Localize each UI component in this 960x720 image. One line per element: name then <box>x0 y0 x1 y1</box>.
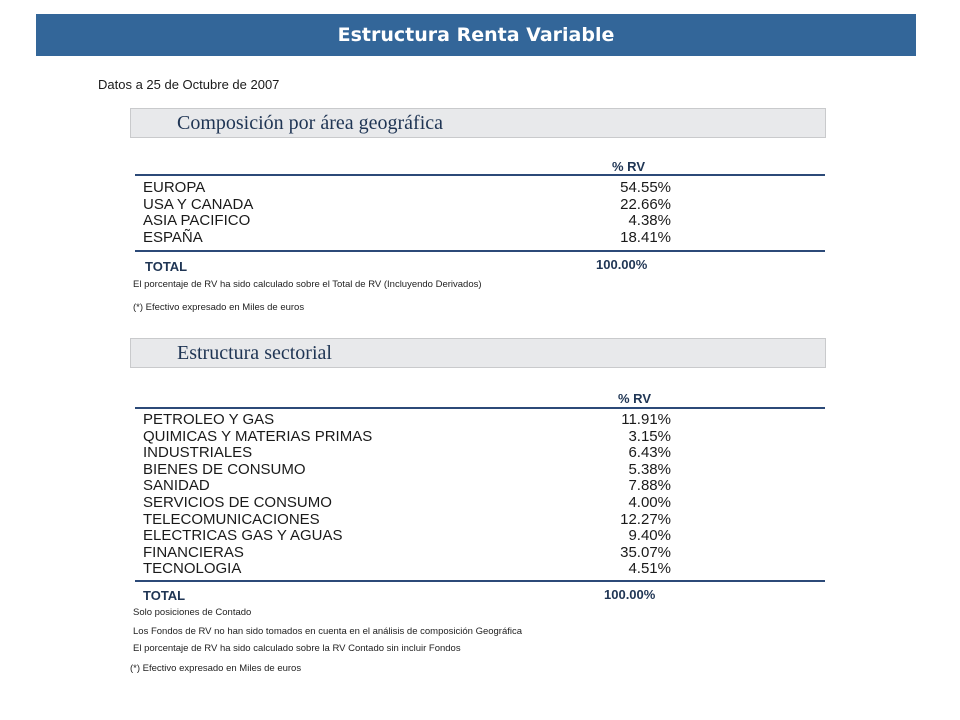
table-row: TELECOMUNICACIONES 12.27% <box>143 512 671 529</box>
table-row: ASIA PACIFICO 4.38% <box>143 213 671 230</box>
row-label: ASIA PACIFICO <box>143 213 250 230</box>
row-label: ELECTRICAS GAS Y AGUAS <box>143 528 343 545</box>
table-row: ESPAÑA 18.41% <box>143 230 671 247</box>
sector-table: PETROLEO Y GAS 11.91% QUIMICAS Y MATERIAS … <box>143 412 671 578</box>
row-label: INDUSTRIALES <box>143 445 252 462</box>
row-value: 3.15% <box>628 429 671 446</box>
sector-section-header: Estructura sectorial <box>130 338 826 368</box>
geo-total-value: 100.00% <box>596 257 647 272</box>
table-row: SANIDAD 7.88% <box>143 478 671 495</box>
sector-bottom-rule <box>135 580 825 582</box>
sector-note: Solo posiciones de Contado <box>133 607 251 618</box>
date-line: Datos a 25 de Octubre de 2007 <box>98 77 279 92</box>
sector-note: El porcentaje de RV ha sido calculado so… <box>133 643 461 654</box>
geo-section-title: Composición por área geográfica <box>177 112 443 135</box>
row-value: 22.66% <box>620 197 671 214</box>
geo-total-label: TOTAL <box>145 259 187 274</box>
row-label: QUIMICAS Y MATERIAS PRIMAS <box>143 429 372 446</box>
row-value: 4.00% <box>628 495 671 512</box>
geo-note: El porcentaje de RV ha sido calculado so… <box>133 279 482 290</box>
row-label: ESPAÑA <box>143 230 203 247</box>
sector-top-rule <box>135 407 825 409</box>
sector-total-value: 100.00% <box>604 587 655 602</box>
page-title-banner: Estructura Renta Variable <box>36 14 916 56</box>
sector-note: (*) Efectivo expresado en Miles de euros <box>130 663 301 674</box>
row-value: 7.88% <box>628 478 671 495</box>
row-label: SANIDAD <box>143 478 210 495</box>
geo-top-rule <box>135 174 825 176</box>
row-label: BIENES DE CONSUMO <box>143 462 306 479</box>
table-row: BIENES DE CONSUMO 5.38% <box>143 462 671 479</box>
sector-total-label: TOTAL <box>143 588 185 603</box>
table-row: TECNOLOGIA 4.51% <box>143 561 671 578</box>
row-value: 5.38% <box>628 462 671 479</box>
geo-bottom-rule <box>135 250 825 252</box>
row-label: SERVICIOS DE CONSUMO <box>143 495 332 512</box>
table-row: INDUSTRIALES 6.43% <box>143 445 671 462</box>
row-label: USA Y CANADA <box>143 197 253 214</box>
sector-note: Los Fondos de RV no han sido tomados en … <box>133 626 522 637</box>
row-label: PETROLEO Y GAS <box>143 412 274 429</box>
table-row: PETROLEO Y GAS 11.91% <box>143 412 671 429</box>
row-value: 9.40% <box>628 528 671 545</box>
row-value: 12.27% <box>620 512 671 529</box>
row-label: FINANCIERAS <box>143 545 244 562</box>
row-label: EUROPA <box>143 180 205 197</box>
row-label: TELECOMUNICACIONES <box>143 512 320 529</box>
page-title: Estructura Renta Variable <box>338 24 615 46</box>
geo-note: (*) Efectivo expresado en Miles de euros <box>133 302 304 313</box>
table-row: SERVICIOS DE CONSUMO 4.00% <box>143 495 671 512</box>
row-value: 4.38% <box>628 213 671 230</box>
row-value: 18.41% <box>620 230 671 247</box>
geo-column-header: % RV <box>612 159 645 174</box>
row-value: 6.43% <box>628 445 671 462</box>
table-row: FINANCIERAS 35.07% <box>143 545 671 562</box>
row-value: 54.55% <box>620 180 671 197</box>
table-row: QUIMICAS Y MATERIAS PRIMAS 3.15% <box>143 429 671 446</box>
row-value: 4.51% <box>628 561 671 578</box>
sector-column-header: % RV <box>618 391 651 406</box>
row-label: TECNOLOGIA <box>143 561 241 578</box>
row-value: 11.91% <box>621 412 671 429</box>
geo-section-header: Composición por área geográfica <box>130 108 826 138</box>
row-value: 35.07% <box>620 545 671 562</box>
table-row: USA Y CANADA 22.66% <box>143 197 671 214</box>
geo-table: EUROPA 54.55% USA Y CANADA 22.66% ASIA PACIF… <box>143 180 671 246</box>
sector-section-title: Estructura sectorial <box>177 342 332 365</box>
table-row: EUROPA 54.55% <box>143 180 671 197</box>
table-row: ELECTRICAS GAS Y AGUAS 9.40% <box>143 528 671 545</box>
